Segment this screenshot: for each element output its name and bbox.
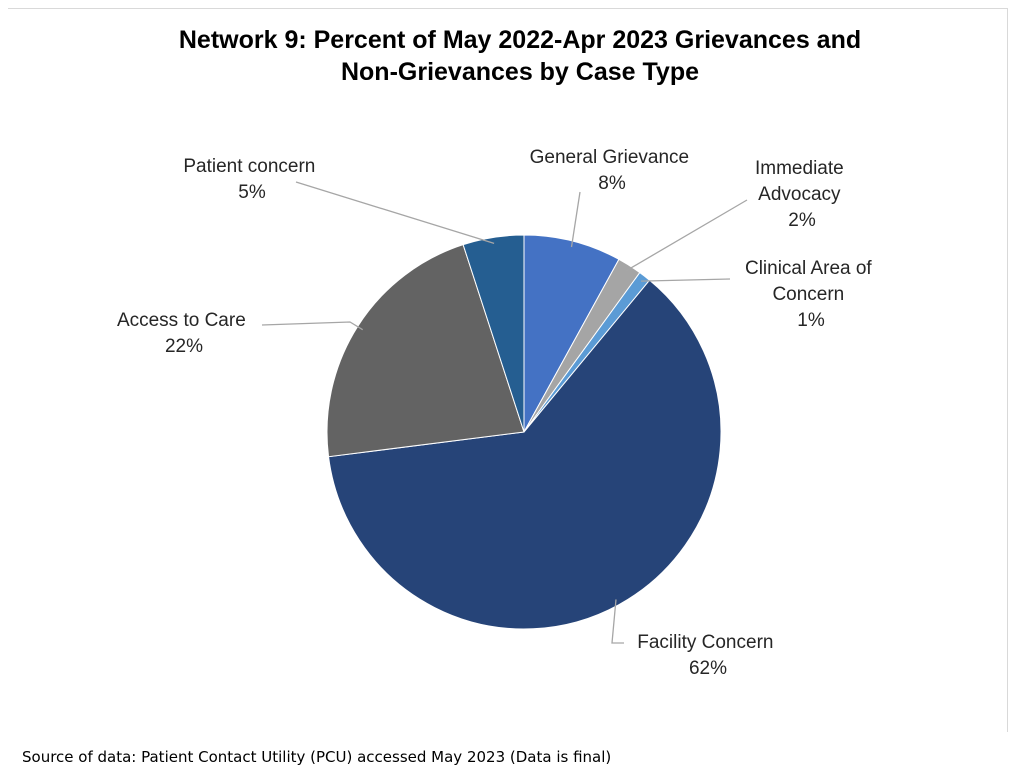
label-patient-concern-name: Patient concern bbox=[183, 156, 315, 177]
label-access-to-care-name: Access to Care bbox=[117, 310, 246, 331]
leader-line-facility-concern bbox=[611, 599, 624, 644]
leader-line-general-grievance bbox=[570, 191, 581, 248]
label-facility-concern: Facility Concern 62% bbox=[637, 632, 779, 679]
leader-line-clinical-area-of-concern bbox=[641, 278, 731, 282]
chart-title-line-2: Non-Grievances by Case Type bbox=[340, 58, 699, 86]
label-clinical-area-line-1: Clinical Area of bbox=[745, 258, 872, 279]
leader-line-access-to-care bbox=[261, 321, 364, 331]
label-clinical-area: Clinical Area of Concern 1% bbox=[745, 258, 877, 331]
label-patient-concern-value: 5% bbox=[238, 182, 266, 203]
label-immediate-advocacy-line-2: Advocacy bbox=[758, 184, 841, 205]
pie-slice-facility-concern bbox=[327, 279, 722, 630]
chart-title-line-1: Network 9: Percent of May 2022-Apr 2023 … bbox=[178, 26, 862, 54]
label-general-grievance: General Grievance 8% bbox=[530, 147, 695, 194]
label-immediate-advocacy-value: 2% bbox=[788, 210, 816, 231]
leader-line-patient-concern bbox=[295, 181, 495, 245]
chart-frame bbox=[8, 8, 1008, 732]
source-note: Source of data: Patient Contact Utility … bbox=[22, 748, 612, 766]
leader-line-immediate-advocacy bbox=[625, 199, 748, 272]
pie-slice-patient-concern bbox=[462, 234, 525, 433]
label-clinical-area-line-2: Concern bbox=[772, 284, 844, 305]
pie-slices bbox=[326, 234, 722, 630]
label-facility-concern-value: 62% bbox=[689, 658, 727, 679]
label-access-to-care-value: 22% bbox=[165, 336, 203, 357]
label-clinical-area-value: 1% bbox=[797, 310, 825, 331]
label-access-to-care: Access to Care 22% bbox=[117, 310, 251, 357]
label-patient-concern: Patient concern 5% bbox=[183, 156, 320, 203]
label-immediate-advocacy-line-1: Immediate bbox=[755, 158, 844, 179]
chart-title: Network 9: Percent of May 2022-Apr 2023 … bbox=[0, 24, 1016, 88]
label-general-grievance-value: 8% bbox=[598, 173, 626, 194]
label-general-grievance-name: General Grievance bbox=[530, 147, 689, 168]
leader-lines bbox=[261, 181, 748, 644]
label-facility-concern-name: Facility Concern bbox=[637, 632, 773, 653]
label-immediate-advocacy: Immediate Advocacy 2% bbox=[755, 158, 849, 231]
